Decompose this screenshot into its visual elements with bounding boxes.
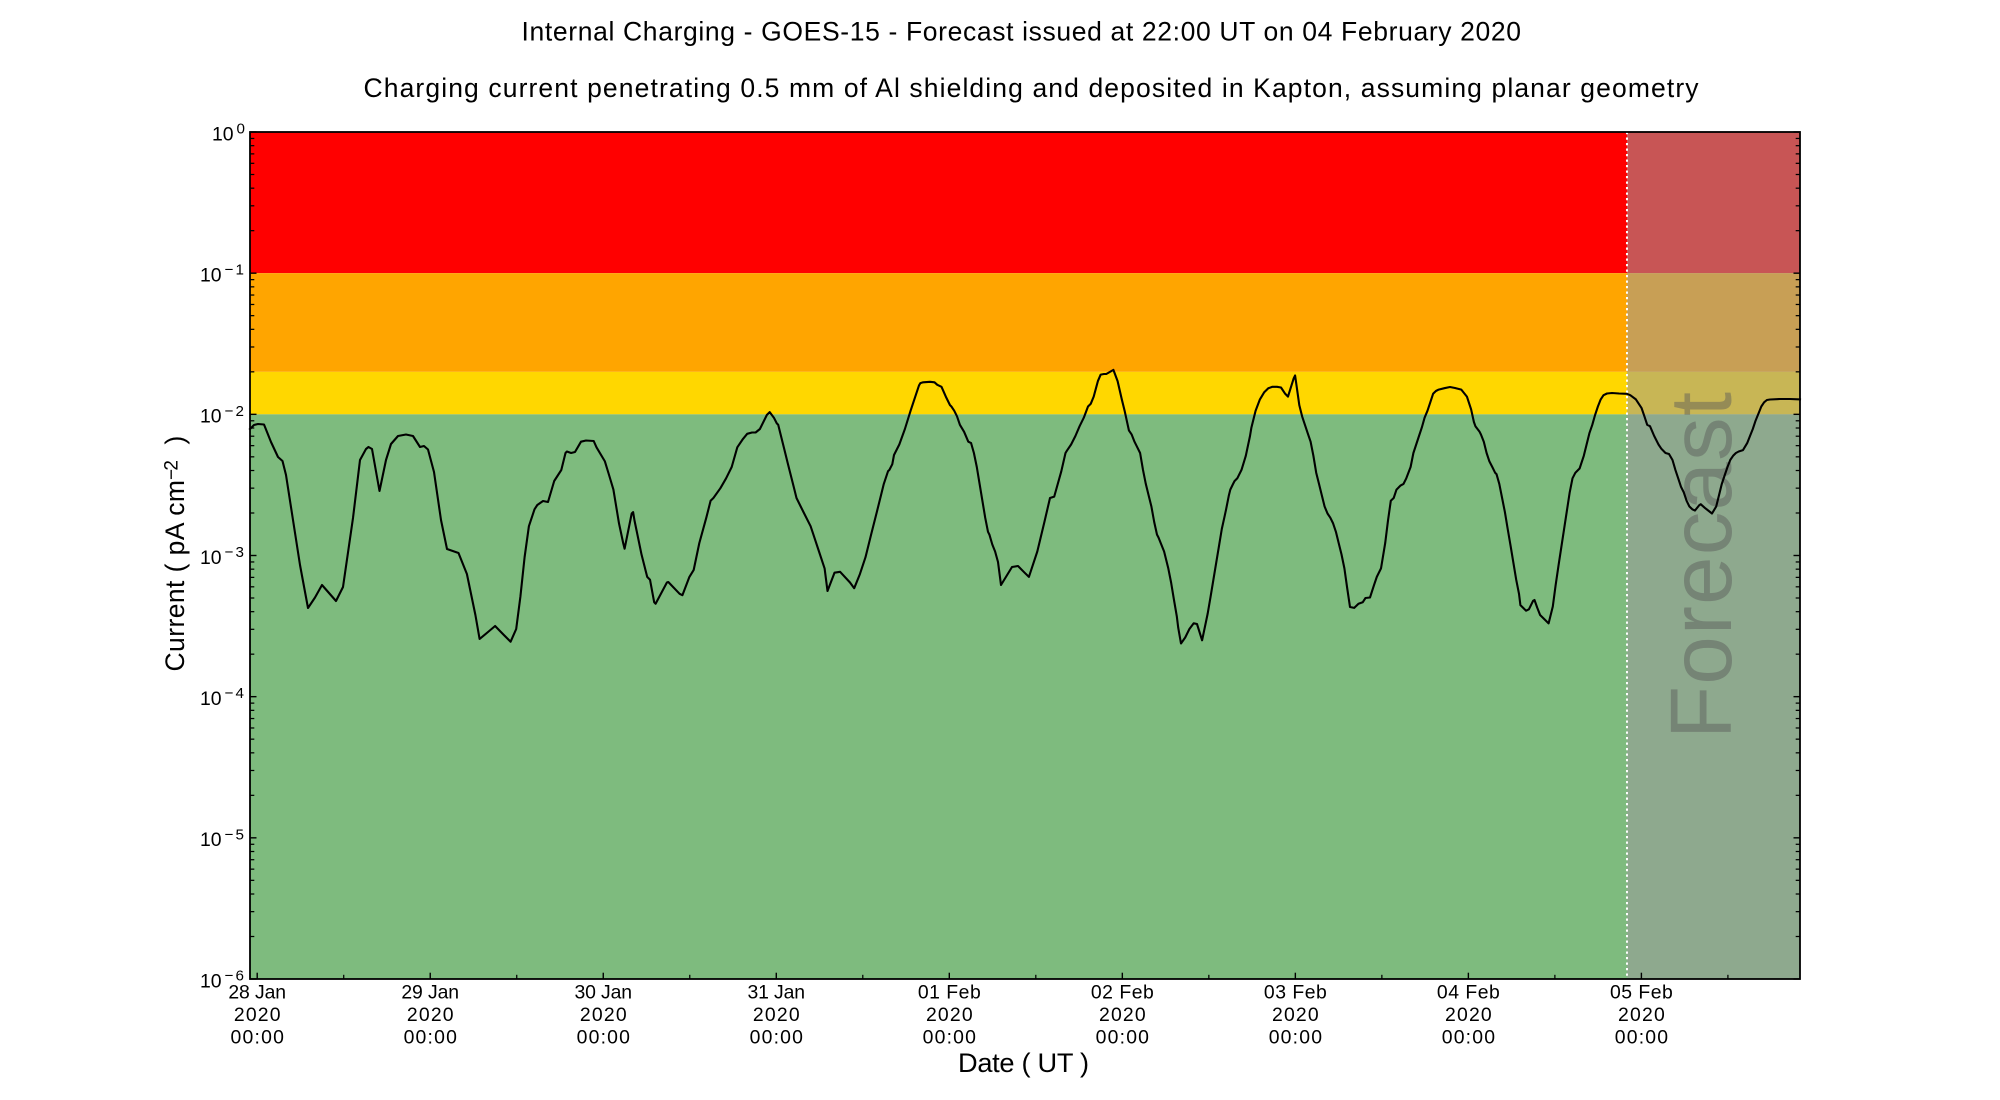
- svg-text:02 Feb: 02 Feb: [1091, 982, 1154, 1004]
- svg-text:04 Feb: 04 Feb: [1437, 982, 1500, 1004]
- svg-text:28 Jan: 28 Jan: [228, 982, 286, 1004]
- svg-text:Date ( UT ): Date ( UT ): [958, 1047, 1089, 1078]
- svg-text:00:00: 00:00: [231, 1026, 285, 1048]
- svg-text:00:00: 00:00: [750, 1026, 804, 1048]
- svg-text:Current ( pA cm: Current ( pA cm: [160, 480, 190, 672]
- svg-text:2020: 2020: [407, 1004, 454, 1026]
- svg-text:10: 10: [200, 265, 222, 287]
- svg-text:00:00: 00:00: [923, 1026, 977, 1048]
- svg-text:10: 10: [200, 547, 222, 569]
- svg-text:2020: 2020: [580, 1004, 627, 1026]
- svg-text:): ): [160, 436, 190, 445]
- svg-text:31 Jan: 31 Jan: [747, 982, 805, 1004]
- svg-text:01 Feb: 01 Feb: [918, 982, 981, 1004]
- svg-text:00:00: 00:00: [1269, 1026, 1323, 1048]
- svg-text:00:00: 00:00: [1615, 1026, 1669, 1048]
- svg-text:00:00: 00:00: [1442, 1026, 1496, 1048]
- svg-text:05 Feb: 05 Feb: [1610, 982, 1673, 1004]
- svg-text:00:00: 00:00: [577, 1026, 631, 1048]
- svg-text:2020: 2020: [1099, 1004, 1146, 1026]
- svg-text:−2: −2: [162, 460, 183, 480]
- svg-text:10: 10: [200, 829, 222, 851]
- svg-text:30 Jan: 30 Jan: [574, 982, 632, 1004]
- svg-text:10: 10: [200, 970, 222, 992]
- svg-text:2020: 2020: [1618, 1004, 1665, 1026]
- svg-text:2020: 2020: [1272, 1004, 1319, 1026]
- svg-text:03 Feb: 03 Feb: [1264, 982, 1327, 1004]
- svg-text:00:00: 00:00: [1096, 1026, 1150, 1048]
- svg-text:10: 10: [200, 688, 222, 710]
- svg-text:2020: 2020: [1445, 1004, 1492, 1026]
- svg-text:00:00: 00:00: [404, 1026, 458, 1048]
- svg-text:2020: 2020: [234, 1004, 281, 1026]
- svg-text:0: 0: [237, 121, 245, 138]
- svg-text:2020: 2020: [926, 1004, 973, 1026]
- svg-text:10: 10: [200, 406, 222, 428]
- svg-text:10: 10: [212, 123, 234, 145]
- svg-text:29 Jan: 29 Jan: [401, 982, 459, 1004]
- svg-text:Internal Charging - GOES-15 -: Internal Charging - GOES-15 - Forecast i…: [522, 16, 1522, 46]
- svg-text:Forecast: Forecast: [1653, 392, 1750, 739]
- svg-text:2020: 2020: [753, 1004, 800, 1026]
